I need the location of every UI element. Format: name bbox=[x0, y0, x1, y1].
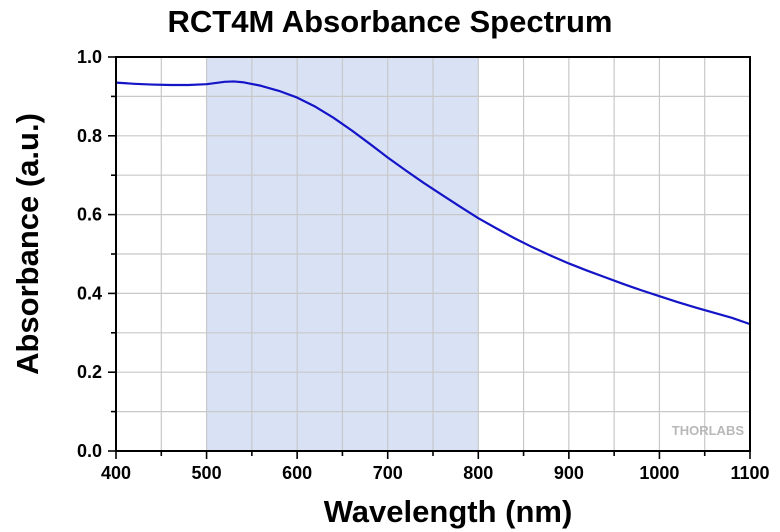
y-tick-label: 0.6 bbox=[77, 205, 102, 225]
x-tick-label: 500 bbox=[192, 463, 222, 483]
plot-frame bbox=[115, 56, 751, 452]
x-tick-label: 800 bbox=[463, 463, 493, 483]
x-tick-label: 700 bbox=[373, 463, 403, 483]
x-tick-label: 900 bbox=[554, 463, 584, 483]
y-tick-label: 1.0 bbox=[77, 47, 102, 67]
thorlabs-watermark: THORLABS bbox=[672, 423, 745, 438]
x-tick-label: 1000 bbox=[639, 463, 679, 483]
grid-lines bbox=[116, 57, 750, 451]
series-layer bbox=[115, 80, 751, 326]
x-axis-title: Wavelength (nm) bbox=[324, 494, 573, 529]
y-axis-title: Absorbance (a.u.) bbox=[10, 113, 45, 375]
y-tick-label: 0.0 bbox=[77, 441, 102, 461]
x-tick-label: 1100 bbox=[730, 463, 769, 483]
y-tick-label: 0.4 bbox=[77, 283, 102, 303]
x-tick-label: 400 bbox=[101, 463, 131, 483]
y-tick-label: 0.2 bbox=[77, 362, 102, 382]
x-tick-label: 600 bbox=[282, 463, 312, 483]
chart-title: RCT4M Absorbance Spectrum bbox=[167, 4, 613, 39]
y-tick-label: 0.8 bbox=[77, 126, 102, 146]
tick-labels: 400 500 600 700 800 900 1000 1100 0.0 0.2 0.4 0.6 0.… bbox=[77, 47, 770, 483]
absorbance-line bbox=[115, 80, 751, 326]
